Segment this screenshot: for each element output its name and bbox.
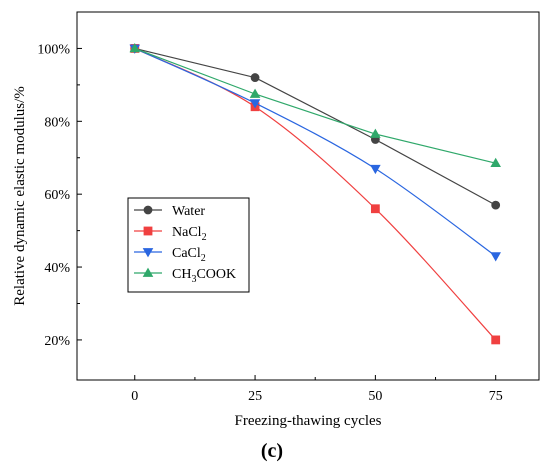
series-water xyxy=(130,44,501,210)
y-tick-label: 40% xyxy=(44,261,70,276)
y-axis-label: Relative dynamic elastic modulus/% xyxy=(12,86,28,306)
data-point xyxy=(129,43,141,53)
data-point xyxy=(490,252,501,262)
series-ch3cook xyxy=(129,43,501,168)
y-tick-label: 60% xyxy=(44,188,70,203)
data-point xyxy=(249,88,261,98)
legend-label: NaCl2 xyxy=(172,225,207,243)
y-tick-label: 80% xyxy=(44,115,70,130)
series-nacl2 xyxy=(130,44,501,345)
data-point xyxy=(370,128,381,138)
legend-marker xyxy=(143,226,153,236)
data-point xyxy=(491,335,501,345)
series-line xyxy=(134,47,496,164)
y-tick-label: 100% xyxy=(37,42,70,57)
series-line xyxy=(134,47,496,206)
plot-frame xyxy=(76,11,540,381)
data-point xyxy=(370,164,381,175)
x-tick-label: 50 xyxy=(368,389,382,404)
data-point xyxy=(490,157,501,168)
figure-caption: (c) xyxy=(261,440,283,462)
legend-entry: NaCl2 xyxy=(134,225,207,243)
series-line xyxy=(134,47,497,341)
data-point xyxy=(491,200,501,210)
data-point xyxy=(249,99,261,109)
legend-label: CH3COOK xyxy=(172,267,236,285)
legend-marker xyxy=(142,248,154,258)
legend-label: Water xyxy=(172,204,205,219)
series-layer xyxy=(129,43,501,345)
data-point xyxy=(370,204,380,214)
legend-marker xyxy=(143,205,153,215)
x-axis-label: Freezing-thawing cycles xyxy=(234,413,381,429)
series-line xyxy=(134,47,497,257)
x-tick-label: 25 xyxy=(248,389,262,404)
legend-marker xyxy=(142,267,154,277)
y-tick-label: 20% xyxy=(44,334,70,349)
x-tick-label: 0 xyxy=(131,389,138,404)
legend-entry: CH3COOK xyxy=(134,267,236,285)
data-point xyxy=(250,73,260,82)
legend-entry: CaCl2 xyxy=(134,246,206,264)
legend-label: CaCl2 xyxy=(172,246,206,264)
axis-ticks: 0 25 50 75 20% 40% 60% 80% 100% xyxy=(37,42,502,404)
legend: Water NaCl2 CaCl2 CH3COOK xyxy=(127,197,250,293)
legend-entry: Water xyxy=(134,204,205,219)
x-tick-label: 75 xyxy=(489,389,503,404)
